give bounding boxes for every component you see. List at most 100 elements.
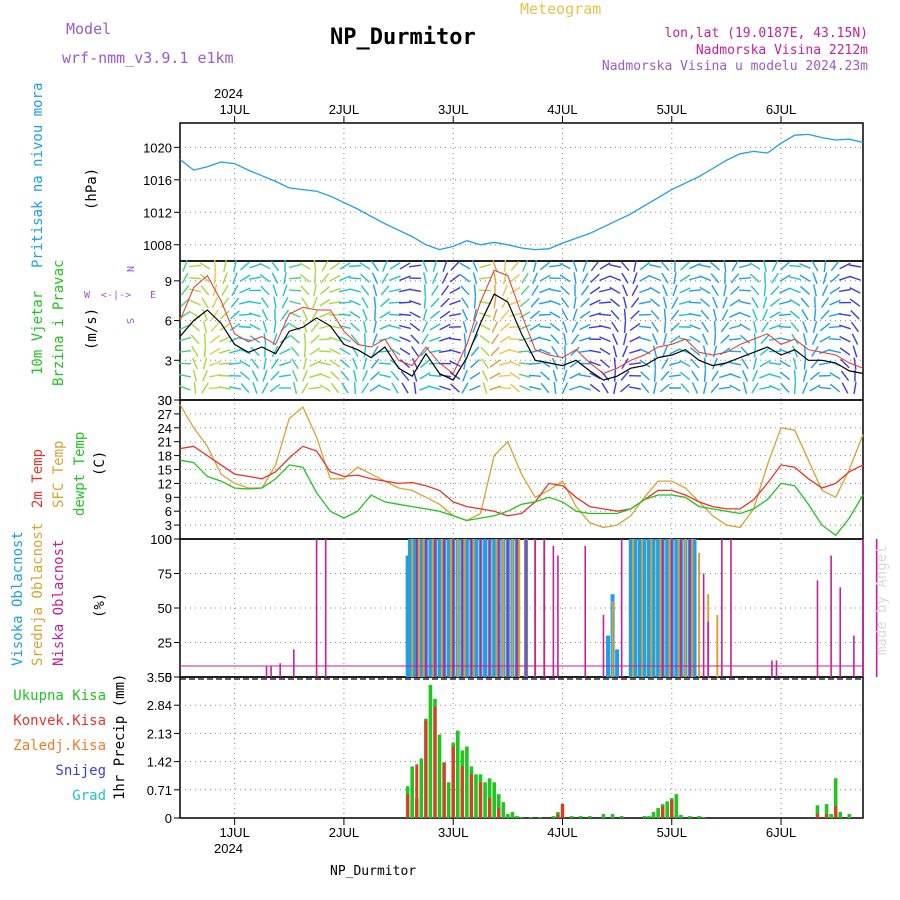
wind-arrow	[689, 324, 701, 330]
wind-arrow	[811, 260, 819, 272]
wind-arrow	[218, 386, 232, 390]
wind-arrow	[423, 296, 427, 309]
precip-legend-item: Ukupna Kisa	[13, 688, 106, 704]
precip-bar	[815, 805, 820, 818]
wind-arrow	[450, 383, 460, 393]
wind-arrow	[378, 362, 392, 365]
wind-arrow	[581, 272, 589, 284]
wind-arrow	[802, 382, 808, 394]
wind-arrow	[308, 386, 322, 390]
wind-arrow	[429, 310, 441, 320]
wind-arrow	[301, 297, 309, 309]
wind-arrow	[828, 349, 842, 354]
wind-arrow	[852, 345, 858, 358]
top-day-label: 1JUL	[219, 102, 249, 117]
wind-arrow	[588, 349, 602, 354]
wind-arrow	[689, 262, 701, 270]
wind-arrow	[638, 300, 652, 305]
y-tick-label: 100	[150, 532, 172, 547]
wind-arrow	[339, 262, 351, 270]
wind-arrow	[421, 333, 429, 345]
wind-arrow	[423, 284, 427, 297]
wind-arrow	[219, 323, 231, 331]
wind-arrow	[338, 301, 352, 304]
wind-arrow	[691, 370, 699, 382]
wind-arrow	[809, 371, 821, 381]
precip-bar	[847, 814, 852, 818]
wind-arrow	[381, 272, 389, 284]
wind-arrow	[311, 309, 319, 321]
wind-arrow	[778, 313, 792, 317]
cloud-bar	[620, 539, 623, 677]
wind-arrow	[819, 348, 831, 355]
wind-arrow	[812, 272, 818, 285]
wind-arrow	[729, 324, 741, 330]
wind-arrow	[639, 348, 651, 355]
precip-legend: Ukupna Kisa Konvek.Kisa Zaledj.Kisa Snijeg G…	[13, 688, 106, 804]
wind-arrow	[260, 297, 270, 308]
wind-arrow	[738, 300, 752, 305]
wind-arrow	[329, 287, 341, 293]
wind-arrow	[291, 358, 299, 370]
precip-bar	[824, 804, 829, 818]
wind-arrow	[822, 272, 828, 285]
wind-arrow	[209, 360, 221, 367]
wind-arrow	[519, 373, 531, 378]
wind-arrow	[429, 323, 441, 331]
grid-layer	[174, 116, 863, 825]
wind-arrow	[662, 284, 668, 297]
wind-arrow	[398, 301, 412, 304]
wind-arrow	[379, 311, 391, 319]
wind-arrow	[472, 272, 478, 285]
wind-arrow	[661, 272, 669, 284]
wind-arrow	[613, 381, 617, 395]
wind-arrow	[830, 260, 840, 272]
wind-arrow	[319, 372, 331, 379]
wind-arrow	[211, 296, 219, 309]
wind-arrow	[380, 298, 390, 308]
wind-arrow	[731, 260, 739, 272]
wind-arrow	[422, 260, 428, 272]
wind-arrow	[202, 357, 208, 370]
cloud-bar	[422, 539, 425, 677]
wind-arrow	[760, 334, 770, 345]
wind-arrow	[300, 285, 310, 296]
precip-bar	[651, 812, 656, 818]
cloud-bar	[830, 555, 832, 677]
cloud-bar	[668, 539, 671, 677]
wind-arrow	[270, 260, 280, 272]
cloud-bar	[642, 539, 647, 677]
wind-arrow	[553, 381, 557, 395]
wind-arrow	[551, 346, 559, 357]
wind-arrow	[278, 374, 292, 378]
wind-arrow	[769, 298, 781, 307]
wind-arrow	[730, 273, 740, 284]
wind-arrow	[364, 333, 366, 346]
cloud-bar	[853, 635, 855, 677]
wind-arrow	[689, 275, 701, 281]
temp-unit: (C)	[92, 451, 108, 476]
wind-arrow	[498, 374, 512, 377]
wind-arrow	[622, 296, 628, 309]
wind-arrow	[223, 259, 227, 273]
wind-arrow	[369, 384, 381, 392]
precip-bar	[455, 730, 460, 818]
cloud-bar	[691, 539, 694, 677]
wind-arrow	[573, 296, 577, 309]
precip-legend-item: Zaledj.Kisa	[13, 738, 106, 754]
wind-arrow	[728, 350, 742, 353]
wind-arrow	[661, 358, 669, 370]
cloud-bar	[495, 539, 498, 677]
wind-arrow	[449, 299, 461, 306]
wind-ylabel-line2: Brzina i Pravac	[51, 260, 67, 386]
wind-arrow	[851, 333, 859, 345]
wind-arrow	[438, 349, 452, 354]
wind-arrow	[779, 359, 791, 368]
cloud-bar	[641, 539, 644, 677]
wind-arrow	[299, 273, 311, 283]
wind-arrow	[759, 347, 771, 356]
wind-arrow	[371, 345, 379, 357]
wind-arrow	[510, 261, 520, 271]
wind-speed-line	[179, 293, 864, 381]
wind-arrow	[203, 333, 207, 346]
